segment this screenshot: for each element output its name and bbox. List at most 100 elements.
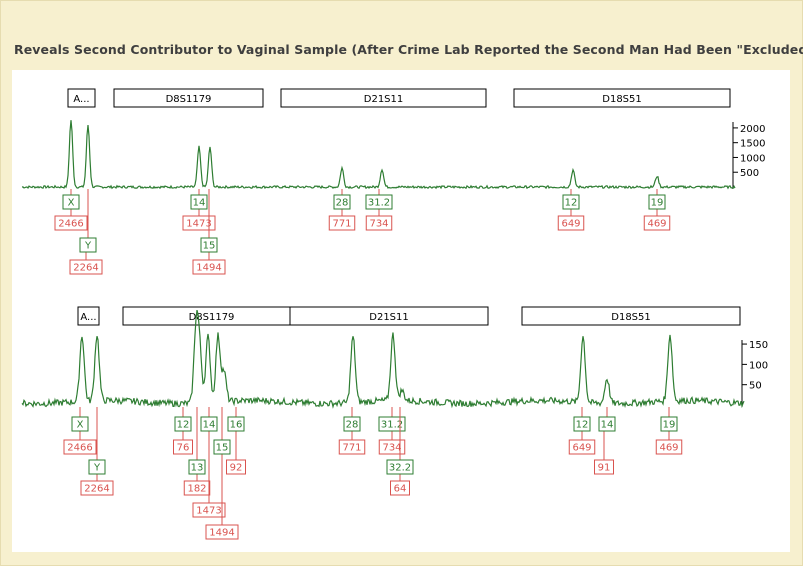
- height-label-text: 1473: [186, 219, 211, 230]
- allele-label: 12: [573, 416, 591, 432]
- height-label-box: [54, 215, 88, 231]
- allele-label-box: [648, 194, 666, 210]
- peak-annotation-12: 14 91: [594, 407, 616, 475]
- allele-label: 14: [190, 194, 208, 210]
- allele-label: 13: [188, 459, 206, 475]
- allele-label: 19: [660, 416, 678, 432]
- height-label-text: 2466: [67, 443, 92, 454]
- locus-label-2: D21S11: [364, 94, 404, 105]
- panel-1: A... D8S1179 D21S11 D18S51 500 1000 1500 2000 X 2…: [21, 88, 765, 275]
- allele-label: 31.2: [365, 194, 393, 210]
- trace-line: [21, 309, 745, 409]
- panel-label: A...: [73, 94, 89, 105]
- height-label-text: 76: [177, 443, 190, 454]
- height-label-box: [80, 480, 114, 496]
- height-label: 771: [338, 439, 366, 455]
- height-label: 2466: [63, 439, 97, 455]
- height-label-text: 734: [382, 443, 401, 454]
- height-label-box: [328, 215, 356, 231]
- height-label-text: 1494: [209, 528, 234, 539]
- allele-label: 14: [598, 416, 616, 432]
- y-tick-label-3: 150: [749, 340, 768, 351]
- height-label: 734: [378, 439, 406, 455]
- height-label: 64: [390, 480, 410, 496]
- height-label-text: 469: [659, 443, 678, 454]
- height-label: 1473: [182, 215, 216, 231]
- allele-label-box: [188, 459, 206, 475]
- peak-annotation-6: 31.2 734: [365, 189, 393, 231]
- allele-label-text: 19: [663, 420, 676, 431]
- allele-label-text: 31.2: [381, 420, 403, 431]
- peak-annotation-8: 19 469: [643, 189, 671, 231]
- allele-label-text: 12: [576, 420, 589, 431]
- y-tick-label-2: 1000: [740, 153, 765, 164]
- allele-label-box: [386, 459, 414, 475]
- locus-label-1: D8S1179: [189, 312, 235, 323]
- height-label-text: 649: [572, 443, 591, 454]
- allele-label-text: 14: [601, 420, 614, 431]
- y-tick-label-3: 1500: [740, 139, 765, 150]
- height-label-text: 771: [332, 219, 351, 230]
- allele-label: 16: [227, 416, 245, 432]
- allele-label: 12: [562, 194, 580, 210]
- y-tick-label-2: 100: [749, 360, 768, 371]
- allele-label: 31.2: [378, 416, 406, 432]
- allele-label: 32.2: [386, 459, 414, 475]
- height-label: 469: [643, 215, 671, 231]
- panel-label-box: [77, 306, 100, 326]
- height-label: 92: [226, 459, 246, 475]
- height-label-box: [557, 215, 585, 231]
- allele-label-text: 15: [203, 241, 216, 252]
- allele-label-text: X: [77, 420, 84, 431]
- peak-annotation-1: X 2466: [63, 407, 97, 455]
- height-label-text: 734: [369, 219, 388, 230]
- allele-label: 28: [343, 416, 361, 432]
- locus-label-2: D21S11: [369, 312, 409, 323]
- allele-label-text: 14: [203, 420, 216, 431]
- allele-label-text: X: [68, 198, 75, 209]
- peak-annotation-3: 12 76: [173, 407, 193, 455]
- height-label: 1473: [192, 502, 226, 518]
- allele-label-text: 32.2: [389, 463, 411, 474]
- allele-label: Y: [88, 459, 106, 475]
- allele-label-box: [200, 237, 218, 253]
- height-label-text: 469: [647, 219, 666, 230]
- y-tick-label-1: 500: [740, 168, 759, 179]
- allele-label-box: [343, 416, 361, 432]
- trace-line: [21, 120, 736, 190]
- height-label-box: [63, 439, 97, 455]
- peak-annotation-11: 12 649: [568, 407, 596, 455]
- allele-label-box: [88, 459, 106, 475]
- height-label-box: [182, 215, 216, 231]
- height-label-text: 91: [598, 463, 611, 474]
- peak-annotation-7: 12 649: [557, 189, 585, 231]
- height-label-text: 2466: [58, 219, 83, 230]
- locus-box-3: [513, 88, 731, 108]
- height-label: 2466: [54, 215, 88, 231]
- allele-label-text: 12: [177, 420, 190, 431]
- peak-annotation-6: 15 1494: [205, 407, 239, 540]
- height-label-text: 771: [342, 443, 361, 454]
- allele-label-text: 19: [651, 198, 664, 209]
- height-label-box: [69, 259, 103, 275]
- height-label-text: 64: [394, 484, 407, 495]
- height-label: 2264: [69, 259, 103, 275]
- height-label: 182: [183, 480, 211, 496]
- allele-label-box: [200, 416, 218, 432]
- y-tick-label-4: 2000: [740, 124, 765, 135]
- peak-annotation-2: Y 2264: [69, 189, 103, 275]
- allele-label-box: [213, 439, 231, 455]
- locus-label-3: D18S51: [611, 312, 651, 323]
- height-label: 771: [328, 215, 356, 231]
- peak-annotation-1: X 2466: [54, 189, 88, 231]
- height-label: 1494: [192, 259, 226, 275]
- allele-label-box: [71, 416, 89, 432]
- locus-box-2: [280, 88, 487, 108]
- height-label: 469: [655, 439, 683, 455]
- figure-title: Reveals Second Contributor to Vaginal Sa…: [14, 42, 803, 57]
- height-label: 649: [568, 439, 596, 455]
- height-label-box: [173, 439, 193, 455]
- height-label: 1494: [205, 524, 239, 540]
